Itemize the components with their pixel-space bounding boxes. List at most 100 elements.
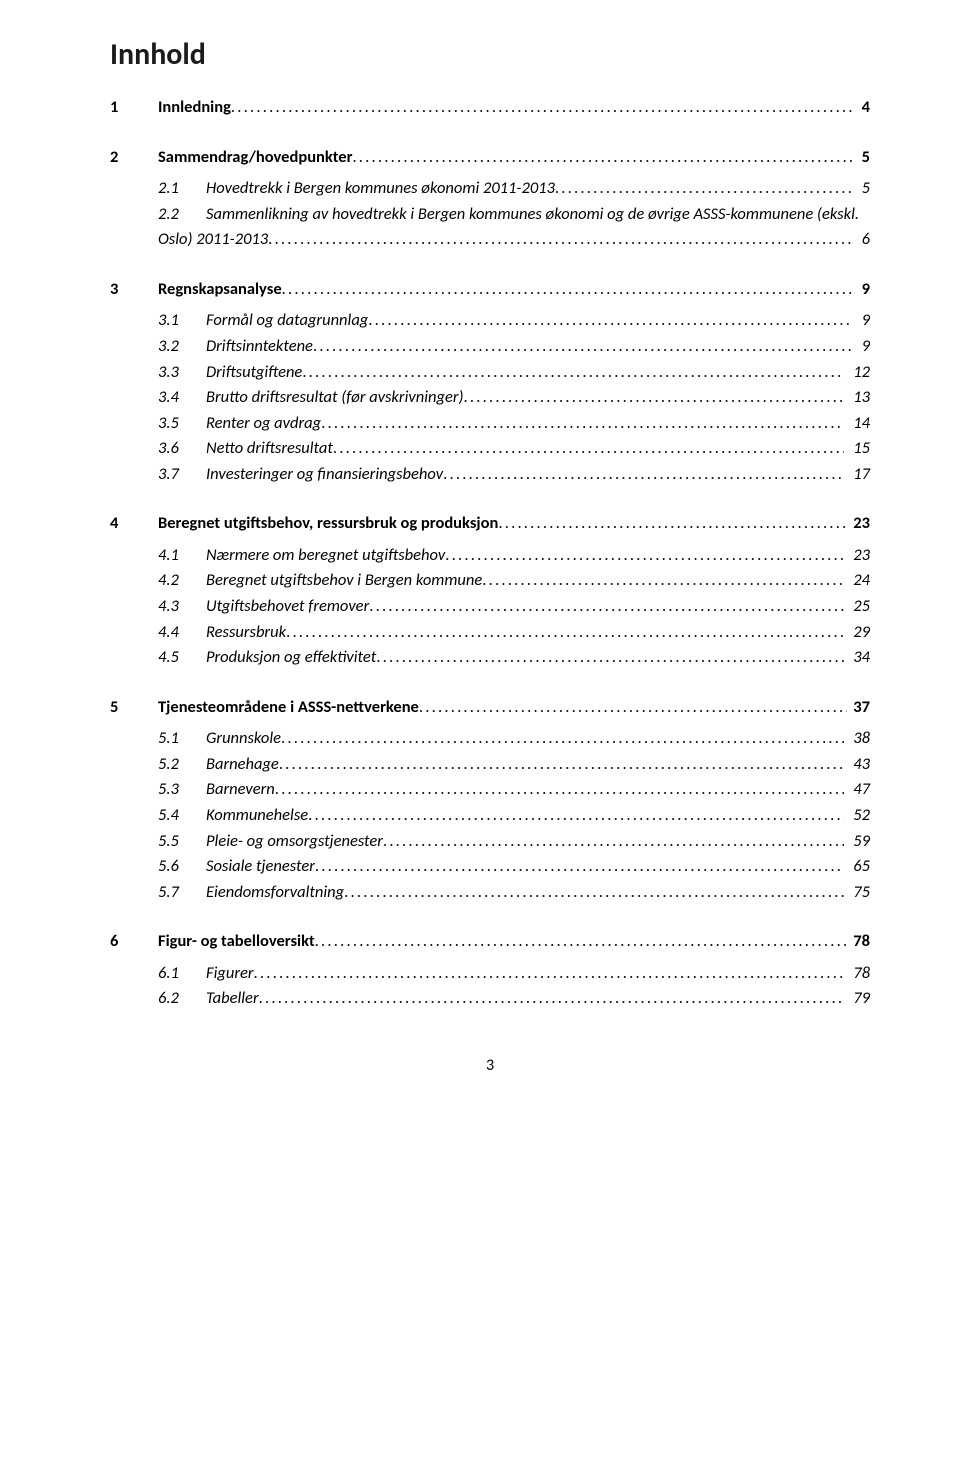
toc-entry-page: 5 [852,176,870,202]
toc-entry-label: Pleie- og omsorgstjenester [206,829,383,855]
toc-entry-label: Regnskapsanalyse [158,277,282,303]
toc-entry-number: 3.1 [158,308,206,334]
toc-entry-label: Utgiftsbehovet fremover [206,594,369,620]
toc-entry-page: 23 [847,511,870,537]
toc-dots [344,880,843,906]
toc-entry: 4.3Utgiftsbehovet fremover 25 [110,594,870,620]
toc-entry: 6.1Figurer 78 [110,961,870,987]
toc-entry-number: 5.3 [158,777,206,803]
toc-entry: 3.3Driftsutgiftene 12 [110,360,870,386]
toc-dots [268,227,852,253]
toc-entry: 5.7Eiendomsforvaltning 75 [110,880,870,906]
toc-entry-page: 13 [844,385,870,411]
toc-entry: 5.4Kommunehelse 52 [110,803,870,829]
toc-entry-page: 75 [844,880,870,906]
page-title: Innhold [110,36,870,73]
toc-dots [315,929,848,955]
toc-dots [302,360,843,386]
toc-entry-label: Brutto driftsresultat (før avskrivninger… [206,385,464,411]
toc-entry-page: 78 [847,929,870,955]
toc-dots [482,568,843,594]
toc-dots [281,726,844,752]
toc-entry-label: Barnehage [206,752,279,778]
toc-entry: 2.2Sammenlikning av hovedtrekk i Bergen … [110,202,870,253]
table-of-contents: 1Innledning 4 2Sammendrag/hovedpunkter 5 2… [110,95,870,1012]
toc-entry-page: 78 [844,961,870,987]
toc-spacer [110,121,870,145]
toc-dots [376,645,843,671]
toc-entry: 3.4Brutto driftsresultat (før avskrivnin… [110,385,870,411]
toc-entry: 6.2Tabeller 79 [110,986,870,1012]
toc-entry: 5.1Grunnskole 38 [110,726,870,752]
toc-entry-number: 2.2 [158,202,206,228]
toc-entry-number: 5.2 [158,752,206,778]
toc-entry-number: 3.2 [158,334,206,360]
toc-entry: 2.1Hovedtrekk i Bergen kommunes økonomi … [110,176,870,202]
toc-dots [369,594,843,620]
toc-entry-number: 2.1 [158,176,206,202]
page-number: 3 [110,1056,870,1075]
toc-entry-label: Innledning [158,95,231,121]
toc-entry-page: 9 [852,308,870,334]
toc-entry: 5.3Barnevern 47 [110,777,870,803]
toc-entry-number: 3.7 [158,462,206,488]
toc-entry-label: Nærmere om beregnet utgiftsbehov [206,543,445,569]
toc-entry-label: Sammenlikning av hovedtrekk i Bergen kom… [206,202,870,228]
toc-entry-page: 9 [852,334,870,360]
toc-entry-number: 6 [110,929,158,955]
toc-entry-page: 6 [852,227,870,253]
toc-dots [282,277,852,303]
toc-entry-line1: 2.2Sammenlikning av hovedtrekk i Bergen … [158,202,870,228]
toc-entry-label: Formål og datagrunnlag [206,308,368,334]
toc-entry-number: 4 [110,511,158,537]
toc-entry-label: Oslo) 2011-2013 [158,227,268,253]
toc-dots [352,145,851,171]
toc-dots [254,961,844,987]
toc-entry-page: 15 [844,436,870,462]
page: Innhold 1Innledning 4 2Sammendrag/hovedpu… [0,0,960,1115]
toc-entry: 6Figur- og tabelloversikt78 [110,929,870,955]
toc-entry-label: Ressursbruk [206,620,286,646]
toc-entry: 1Innledning 4 [110,95,870,121]
toc-entry-label: Figurer [206,961,254,987]
toc-entry-label: Produksjon og effektivitet [206,645,376,671]
toc-entry-page: 47 [844,777,870,803]
toc-dots [368,308,852,334]
toc-entry-page: 25 [844,594,870,620]
toc-entry-number: 4.4 [158,620,206,646]
toc-entry-page: 34 [844,645,870,671]
toc-entry-page: 59 [844,829,870,855]
toc-entry: 4.2Beregnet utgiftsbehov i Bergen kommun… [110,568,870,594]
toc-entry-number: 1 [110,95,158,121]
toc-entry: 2Sammendrag/hovedpunkter 5 [110,145,870,171]
toc-entry-number: 5.5 [158,829,206,855]
toc-entry: 4.5Produksjon og effektivitet 34 [110,645,870,671]
toc-dots [275,777,844,803]
toc-entry-label: Sammendrag/hovedpunkter [158,145,352,171]
toc-dots [555,176,852,202]
toc-entry-label: Beregnet utgiftsbehov, ressursbruk og pr… [158,511,498,537]
toc-dots [443,462,843,488]
toc-entry-label: Barnevern [206,777,275,803]
toc-dots [259,986,844,1012]
toc-dots [279,752,844,778]
toc-entry-label: Eiendomsforvaltning [206,880,344,906]
toc-entry: 3Regnskapsanalyse 9 [110,277,870,303]
toc-entry-label: Driftsinntektene [206,334,313,360]
toc-entry-number: 3.5 [158,411,206,437]
toc-entry-number: 6.2 [158,986,206,1012]
toc-entry-page: 14 [844,411,870,437]
toc-entry-number: 5.6 [158,854,206,880]
toc-entry-label: Sosiale tjenester [206,854,315,880]
toc-entry-page: 4 [852,95,870,121]
toc-entry: 3.5Renter og avdrag 14 [110,411,870,437]
toc-dots [464,385,844,411]
toc-entry: 4.4Ressursbruk 29 [110,620,870,646]
toc-entry-page: 29 [844,620,870,646]
toc-entry: 3.7Investeringer og finansieringsbehov 1… [110,462,870,488]
toc-entry-number: 4.5 [158,645,206,671]
toc-entry-number: 4.1 [158,543,206,569]
toc-entry-page: 43 [844,752,870,778]
toc-entry-number: 5 [110,695,158,721]
toc-entry-number: 3 [110,277,158,303]
